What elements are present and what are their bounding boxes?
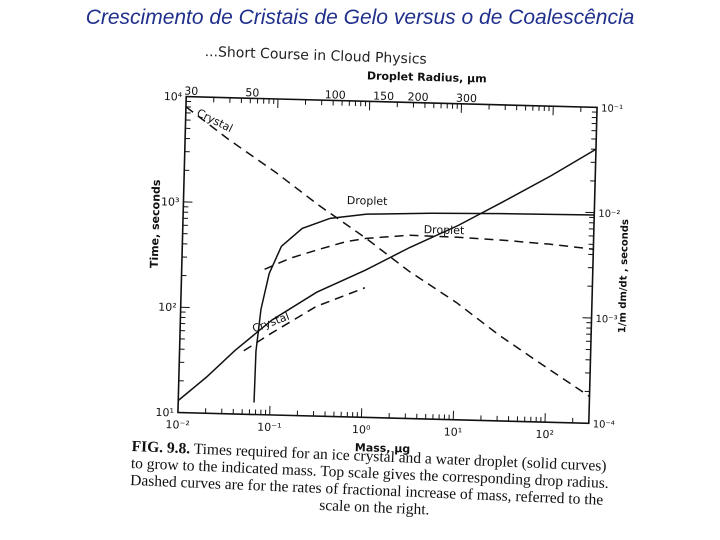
x-tick-label: 10⁻¹ xyxy=(257,421,282,435)
plot-frame xyxy=(177,95,598,425)
top-tick-label: 30 xyxy=(184,85,198,98)
chart-labels: 10⁻² 10⁻¹ 10⁰ 10¹ 10² 10¹ 10² 10³ 10⁴ 10⁻¹ 10⁻² 10⁻… xyxy=(148,69,631,455)
series-dashed-droplet-3 xyxy=(264,234,594,271)
x-tick-label: 10² xyxy=(535,428,554,441)
chart-ticks xyxy=(177,96,598,424)
series-label-droplet: Droplet xyxy=(424,223,466,237)
series-solid-crystal-1 xyxy=(177,148,597,402)
y-tick-label: 10³ xyxy=(161,195,180,208)
y-tick-label: 10² xyxy=(158,301,177,314)
top-tick-label: 150 xyxy=(373,90,394,104)
y-axis-label: Time, seconds xyxy=(148,179,163,268)
series-solid-droplet-0 xyxy=(253,212,595,403)
y2-tick-label: 10⁻³ xyxy=(595,314,617,326)
x-tick-label: 10⁻² xyxy=(165,418,190,432)
top-axis-label: Droplet Radius, μm xyxy=(367,69,487,85)
y-tick-label: 10¹ xyxy=(155,406,174,419)
x-axis-label: Mass, μg xyxy=(355,441,411,455)
scanned-figure xyxy=(120,36,680,540)
series-dashed-crystal-4 xyxy=(243,287,366,352)
top-tick-label: 100 xyxy=(325,88,346,102)
series-label-crystal: Crystal xyxy=(250,310,291,336)
top-tick-label: 50 xyxy=(245,86,259,99)
series-label-droplet: Droplet xyxy=(347,194,389,208)
top-tick-label: 300 xyxy=(456,92,477,106)
chart-frame xyxy=(177,95,598,425)
y2-tick-label: 10⁻² xyxy=(598,209,620,221)
series-label-crystal: Crystal xyxy=(195,106,235,135)
y2-axis-label: 1/m dm/dt , seconds xyxy=(617,219,631,334)
top-tick-label: 200 xyxy=(407,90,428,104)
y-tick-label: 10⁴ xyxy=(164,90,183,103)
series-dashed-crystal-2 xyxy=(185,106,590,397)
y2-tick-label: 10⁻⁴ xyxy=(593,419,615,431)
x-tick-label: 10⁰ xyxy=(352,423,371,436)
chart-series xyxy=(177,106,597,403)
x-tick-label: 10¹ xyxy=(444,425,463,438)
y2-tick-label: 10⁻¹ xyxy=(601,103,623,115)
slide-title: Crescimento de Cristais de Gelo versus o… xyxy=(85,6,635,29)
